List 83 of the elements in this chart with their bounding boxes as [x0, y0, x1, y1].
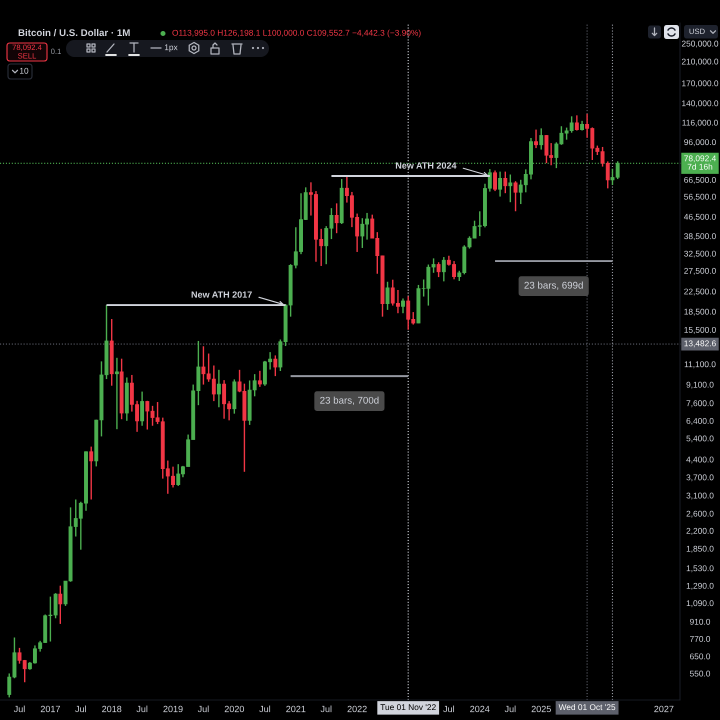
ref-line-label: 78,092.4 7d 16h [684, 155, 716, 170]
x-tick-label: Jul [443, 706, 454, 712]
y-tick-label: 770.0 [690, 636, 710, 642]
candlestick [514, 180, 518, 212]
x-tick-label: Jul [75, 706, 86, 712]
y-tick-label: 1,290.0 [686, 582, 714, 590]
y-tick-label: 18,500.0 [684, 308, 716, 316]
annotation: 1px [164, 44, 178, 52]
y-tick-label: 22,500.0 [684, 288, 716, 296]
y-tick-label: 5,400.0 [686, 435, 714, 442]
candlestick [114, 357, 119, 430]
x-tick-label: Jul [504, 706, 516, 712]
y-tick-label: 27,500.0 [684, 268, 716, 275]
annotation: New ATH 2017 [192, 291, 252, 298]
x-tick-label: Jul [136, 706, 148, 712]
y-tick-label: 4,400.0 [686, 456, 714, 464]
y-tick-label: 1,090.0 [686, 600, 714, 608]
x-tick-label: 2025 [532, 706, 551, 712]
candlestick [216, 369, 221, 408]
candlestick [401, 298, 405, 314]
x-tick-label: 2027 [654, 706, 674, 712]
x-tick-label: 2022 [348, 706, 367, 712]
y-tick-label: 1,850.0 [686, 546, 714, 553]
y-tick-label: 250,000.0 [682, 40, 718, 48]
y-tick-label: 3,700.0 [686, 474, 714, 482]
ref-line-label: 13,482.6 [684, 340, 716, 348]
candlestick [386, 281, 390, 311]
x-tick-label: 2019 [163, 706, 183, 712]
y-tick-label: 15,500.0 [684, 326, 716, 334]
candlestick [89, 446, 94, 500]
y-tick-label: 9,100.0 [686, 382, 714, 389]
y-tick-label: 3,100.0 [686, 492, 714, 500]
y-tick-label: 96,000.0 [684, 139, 716, 146]
candlestick [580, 120, 584, 132]
y-tick-label: 910.0 [690, 618, 710, 625]
candlestick [334, 202, 339, 234]
y-tick-label: 170,000.0 [682, 80, 718, 88]
x-tick-label: Jul [198, 706, 209, 712]
x-tick-label: 2020 [224, 706, 244, 712]
y-tick-label: 2,600.0 [686, 510, 714, 518]
candlestick [508, 174, 512, 203]
candlestick [539, 128, 544, 150]
x-tick-label: Jul [14, 706, 25, 712]
y-tick-label: 56,500.0 [684, 194, 716, 201]
y-tick-label: 32,500.0 [684, 250, 716, 258]
y-tick-label: 7,600.0 [686, 400, 714, 408]
candlestick [436, 262, 441, 278]
x-tick-label: 2021 [286, 706, 306, 712]
y-tick-label: 650.0 [690, 653, 710, 660]
chart-title: Bitcoin / U.S. Dollar · 1M [18, 28, 130, 36]
candlestick [498, 170, 502, 198]
candlestick [58, 585, 62, 625]
y-tick-label: 1,530.0 [686, 565, 714, 572]
candlestick [493, 170, 498, 192]
y-tick-label: 210,000.0 [682, 58, 718, 66]
ref-line-label: Tue 01 Nov '22 [380, 704, 436, 710]
y-tick-label: 46,500.0 [684, 214, 716, 221]
candlestick [140, 390, 144, 426]
ref-line-label: Wed 01 Oct '25 [558, 704, 616, 710]
x-tick-label: Jul [259, 706, 270, 712]
candlestick [442, 256, 446, 282]
annotation: New ATH 2024 [396, 162, 456, 169]
annotation: 23 bars, 699d [524, 282, 583, 290]
y-tick-label: 38,500.0 [684, 233, 716, 240]
candlestick [503, 170, 508, 194]
x-tick-label: 2024 [470, 706, 490, 712]
y-tick-label: 140,000.0 [682, 100, 718, 108]
y-tick-label: 2,200.0 [686, 528, 714, 535]
candlestick [273, 354, 278, 377]
x-tick-label: 2017 [40, 706, 60, 712]
candlestick [534, 128, 538, 149]
y-tick-label: 66,500.0 [684, 177, 716, 184]
candlestick [574, 114, 579, 132]
annotation: 23 bars, 700d [320, 396, 379, 405]
y-tick-label: 11,100.0 [684, 361, 716, 368]
y-tick-label: 6,400.0 [686, 418, 714, 425]
annotation: 10 [20, 68, 28, 74]
candlestick [258, 370, 262, 388]
y-tick-label: 116,000.0 [682, 120, 718, 127]
x-tick-label: 2018 [102, 706, 122, 712]
text: O113,995.0 H126,198.1 L100,000.0 C109,552.7 −4,442.3 (−3.90%) [172, 30, 421, 38]
x-tick-label: Jul [320, 706, 332, 712]
y-tick-label: 550.0 [690, 670, 710, 677]
